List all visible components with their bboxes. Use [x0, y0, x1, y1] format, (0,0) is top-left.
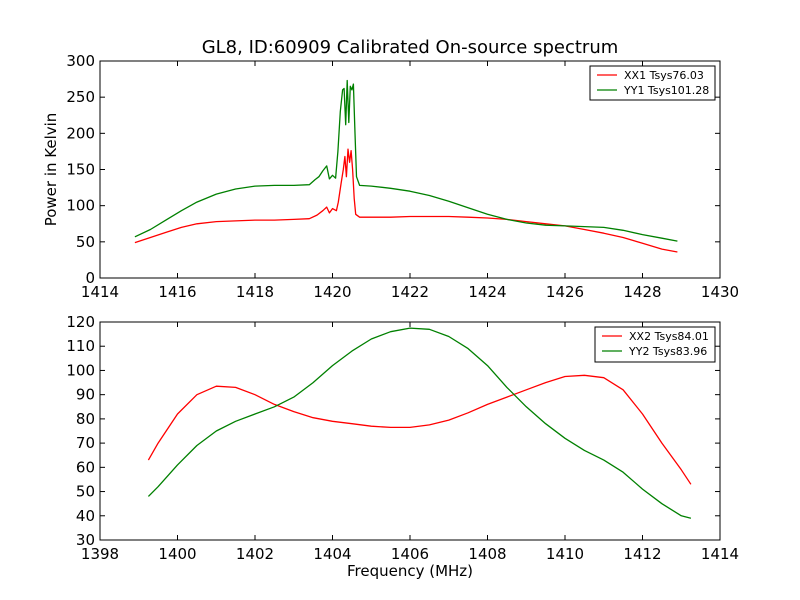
y-axis-label: Power in Kelvin: [42, 113, 60, 227]
x-tick-label: 1424: [468, 283, 506, 301]
x-tick-label: 1408: [468, 545, 506, 563]
legend-label: XX2 Tsys84.01: [629, 330, 709, 343]
y-tick-label: 80: [76, 410, 95, 428]
x-tick-label: 1414: [81, 283, 119, 301]
x-tick-label: 1398: [81, 545, 119, 563]
x-tick-label: 1404: [313, 545, 351, 563]
y-tick-label: 250: [66, 88, 95, 106]
y-tick-label: 100: [66, 197, 95, 215]
legend-box: [589, 65, 716, 101]
legend-label: XX1 Tsys76.03: [624, 69, 704, 82]
y-tick-label: 100: [66, 361, 95, 379]
bottom-plot: 1398 1400 1402 1404 1406 1408 1410 1412 1414 30 40…: [66, 313, 739, 580]
series-line-yy1: [134, 79, 678, 242]
x-tick-label: 1412: [623, 545, 661, 563]
x-tick-label: 1418: [236, 283, 274, 301]
y-tick-label: 50: [76, 233, 95, 251]
x-tick-label: 1416: [158, 283, 196, 301]
y-tick-label: 300: [66, 52, 95, 70]
x-tick-label: 1422: [391, 283, 429, 301]
x-tick-label: 1428: [623, 283, 661, 301]
y-tick-label: 0: [85, 269, 95, 287]
y-tick-label: 60: [76, 458, 95, 476]
series-line-yy2: [147, 327, 692, 519]
x-tick-label: 1410: [546, 545, 584, 563]
x-tick-label: 1426: [546, 283, 584, 301]
y-tick-label: 30: [76, 531, 95, 549]
x-tick-label: 1406: [391, 545, 429, 563]
legend-label: YY1 Tsys101.28: [623, 84, 709, 97]
y-tick-label: 120: [66, 313, 95, 331]
legend-label: YY2 Tsys83.96: [628, 345, 707, 358]
x-tick-label: 1420: [313, 283, 351, 301]
y-tick-label: 200: [66, 124, 95, 142]
legend-box: [594, 326, 716, 363]
x-tick-label: 1400: [158, 545, 196, 563]
series-line-xx1: [134, 148, 678, 253]
top-plot: 1414 1416 1418 1420 1422 1424 1426 1428 1430 0 50 1…: [42, 52, 739, 301]
y-tick-label: 150: [66, 161, 95, 179]
x-axis-label: Frequency (MHz): [347, 562, 473, 580]
x-tick-label: 1402: [236, 545, 274, 563]
y-tick-label: 40: [76, 507, 95, 525]
x-tick-label: 1430: [701, 283, 739, 301]
y-tick-label: 90: [76, 386, 95, 404]
y-tick-label: 50: [76, 483, 95, 501]
series-line-xx2: [147, 374, 692, 485]
y-tick-label: 70: [76, 434, 95, 452]
chart-title: GL8, ID:60909 Calibrated On-source spect…: [202, 37, 619, 58]
x-tick-label: 1414: [701, 545, 739, 563]
y-tick-label: 110: [66, 337, 95, 355]
